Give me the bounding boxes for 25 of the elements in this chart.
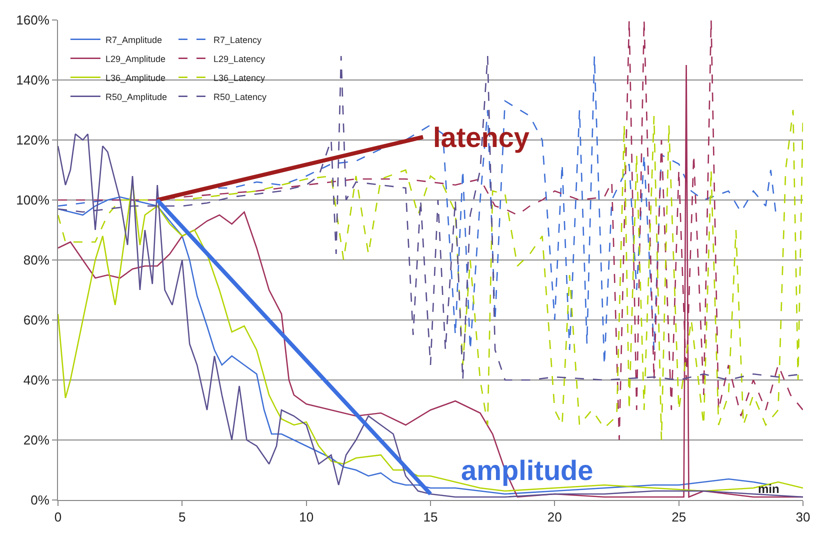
y-tick-label: 20%: [23, 432, 50, 448]
x-tick-label: 25: [672, 510, 686, 525]
y-tick-label: 0%: [30, 492, 50, 508]
legend-label: R7_Amplitude: [105, 34, 162, 45]
legend-label: L29_Latency: [213, 54, 266, 64]
legend-label: L29_Amplitude: [105, 54, 166, 64]
legend-label: R7_Latency: [213, 34, 262, 45]
y-tick-label: 40%: [23, 372, 50, 388]
legend-label: L36_Amplitude: [105, 72, 166, 83]
y-tick-label: 100%: [16, 192, 50, 208]
x-tick-label: 10: [299, 510, 314, 525]
y-tick-label: 80%: [23, 252, 50, 268]
x-tick-label: 5: [178, 510, 186, 525]
x-tick-label: 15: [423, 510, 438, 525]
x-tick-label: 0: [54, 510, 62, 525]
x-tick-label: 20: [547, 510, 562, 525]
y-tick-label: 140%: [16, 72, 50, 88]
legend-label: L36_Latency: [213, 72, 266, 83]
x-tick-label: 30: [796, 510, 810, 525]
y-tick-label: 160%: [16, 12, 50, 28]
y-tick-label: 120%: [16, 132, 50, 148]
legend-label: R50_Latency: [213, 92, 268, 102]
y-tick-label: 60%: [23, 312, 50, 328]
legend-label: R50_Amplitude: [105, 92, 167, 102]
x-axis-title: min: [758, 482, 780, 496]
